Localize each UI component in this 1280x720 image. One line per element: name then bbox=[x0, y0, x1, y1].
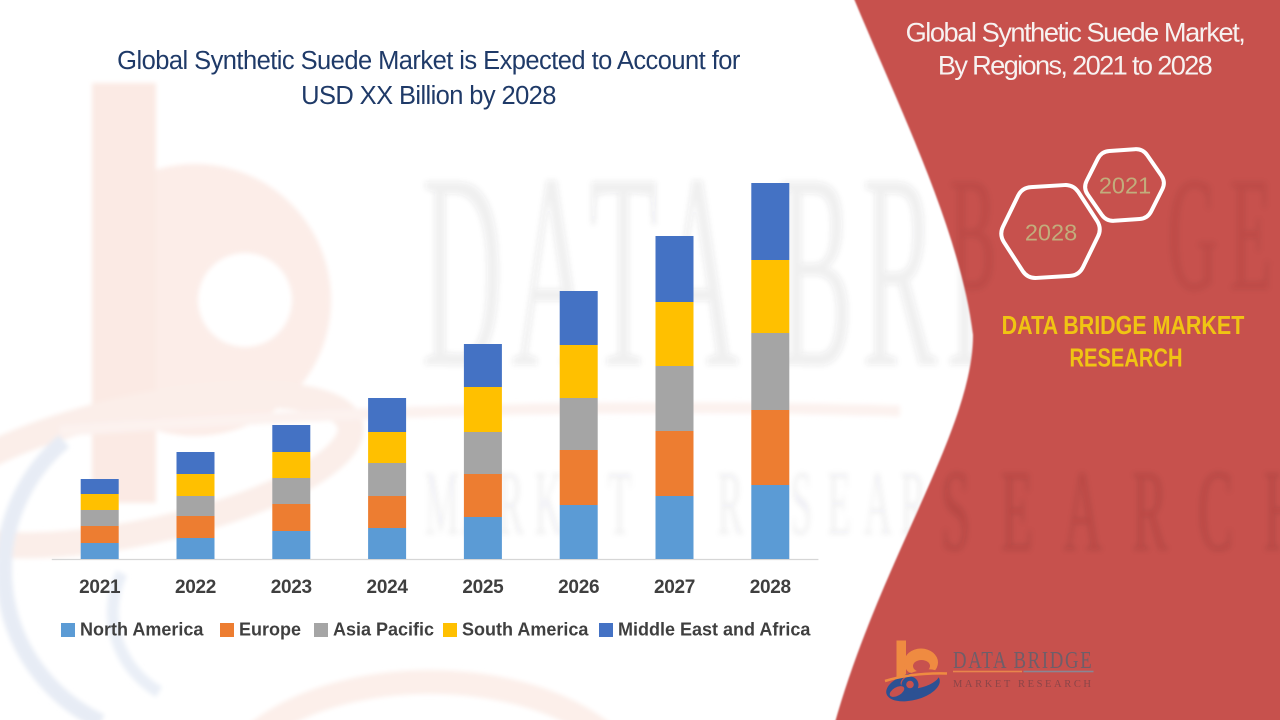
svg-text:DATA BRIDGE: DATA BRIDGE bbox=[953, 647, 1093, 674]
svg-text:DATA BRIDGE MARKET: DATA BRIDGE MARKET bbox=[1002, 311, 1245, 340]
svg-text:2026: 2026 bbox=[558, 577, 599, 598]
svg-text:A: A bbox=[864, 453, 892, 555]
svg-text:2021: 2021 bbox=[1099, 173, 1151, 199]
svg-text:2028: 2028 bbox=[1025, 220, 1077, 246]
svg-text:R: R bbox=[498, 453, 524, 555]
svg-text:2028: 2028 bbox=[750, 577, 791, 598]
svg-text:2021: 2021 bbox=[79, 577, 121, 598]
svg-text:RESEARCH: RESEARCH bbox=[1069, 343, 1182, 372]
svg-text:S: S bbox=[791, 453, 812, 555]
svg-text:2024: 2024 bbox=[367, 577, 409, 598]
svg-text:R: R bbox=[717, 453, 743, 555]
svg-text:Global Synthetic Suede Market,: Global Synthetic Suede Market, bbox=[906, 17, 1245, 48]
svg-text:USD XX Billion by 2028: USD XX Billion by 2028 bbox=[301, 82, 556, 110]
svg-text:Asia Pacific: Asia Pacific bbox=[333, 620, 434, 640]
svg-text:2023: 2023 bbox=[271, 577, 312, 598]
svg-text:2025: 2025 bbox=[462, 577, 504, 598]
svg-text:2022: 2022 bbox=[175, 577, 216, 598]
svg-text:South America: South America bbox=[462, 620, 589, 640]
svg-text:SEARCH: SEARCH bbox=[941, 446, 1280, 576]
svg-text:T: T bbox=[608, 453, 632, 555]
svg-text:By Regions, 2021 to 2028: By Regions, 2021 to 2028 bbox=[938, 50, 1212, 81]
svg-text:K: K bbox=[535, 453, 563, 555]
svg-text:MARKET RESEARCH: MARKET RESEARCH bbox=[953, 679, 1094, 690]
svg-text:Europe: Europe bbox=[239, 620, 301, 640]
svg-text:2027: 2027 bbox=[654, 577, 695, 598]
svg-text:E: E bbox=[827, 453, 851, 555]
svg-text:Middle East and Africa: Middle East and Africa bbox=[618, 620, 811, 640]
svg-text:North America: North America bbox=[80, 620, 204, 640]
svg-text:Global Synthetic Suede Market: Global Synthetic Suede Market is Expecte… bbox=[117, 47, 741, 75]
svg-text:GE: GE bbox=[1168, 146, 1280, 326]
svg-text:M: M bbox=[425, 453, 459, 555]
